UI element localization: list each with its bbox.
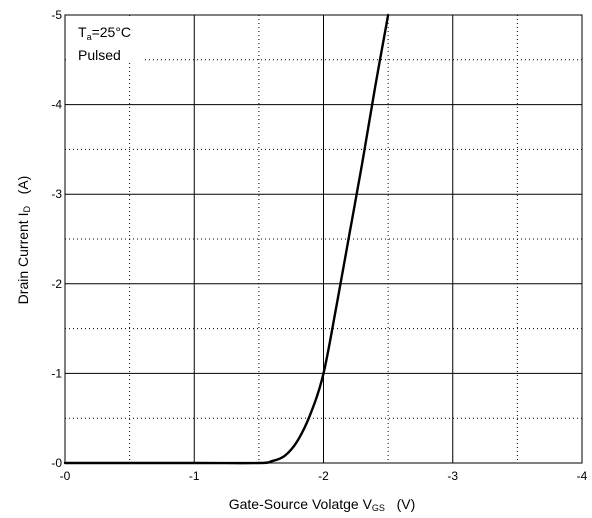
y-tick-label: -4 [51,98,62,112]
y-tick-label: -3 [51,187,62,201]
x-axis-label: Gate-Source Volatge VGS (V) [229,496,416,513]
x-tick-labels: -0 -1 -2 -3 -4 [60,469,588,483]
annotation-temperature: Ta=25°C [78,24,131,42]
y-tick-label: -5 [51,8,62,22]
x-tick-label: -0 [60,469,71,483]
annotation-box [67,17,142,61]
y-tick-label: -1 [51,366,62,380]
x-tick-label: -2 [318,469,329,483]
x-tick-label: -3 [447,469,458,483]
y-tick-label: -2 [51,277,62,291]
y-axis-label: Drain Current ID (A) [15,176,32,305]
x-tick-label: -4 [577,469,588,483]
y-tick-label: -0 [51,456,62,470]
minor-grid [65,15,582,463]
annotation-pulsed: Pulsed [78,47,121,63]
y-tick-labels: -0 -1 -2 -3 -4 -5 [51,8,62,470]
x-tick-label: -1 [189,469,200,483]
plot-frame [64,14,583,464]
